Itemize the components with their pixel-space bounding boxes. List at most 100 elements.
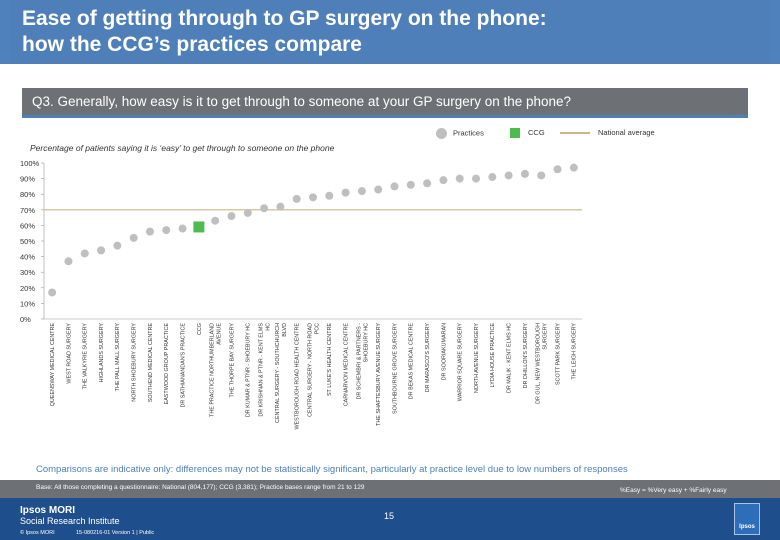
category-label: ST LUKE'S HEALTH CENTRE (327, 323, 333, 396)
ipsos-logo: Ipsos MORI Social Research Institute (20, 505, 120, 527)
practice-point (488, 173, 497, 182)
category-label: WESTBOROUGH ROAD HEALTH CENTRE (295, 323, 301, 430)
scatter-chart: 0% 10% 20% 30% 40% 50% 60% 70% 80% 90% 100% QUEENSW… (20, 159, 582, 430)
category-label: CCG (197, 323, 203, 335)
legend-practices: Practices (436, 128, 484, 139)
category-label: EASTWOOD GROUP PRACTICE (164, 323, 170, 405)
base-note: Base: All those completing a questionnai… (36, 484, 365, 491)
practice-point (357, 187, 366, 196)
category-label: NORTH SHOEBURY SURGERY (132, 323, 138, 402)
y-tick-label: 100% (20, 159, 40, 168)
y-tick-label: 70% (20, 206, 35, 215)
category-label: CARNARVON MEDICAL CENTRE (343, 323, 349, 407)
page-number: 15 (384, 511, 395, 521)
practice-point (325, 191, 334, 200)
practice-point (439, 176, 448, 185)
y-tick-label: 30% (20, 268, 35, 277)
practice-point (341, 188, 350, 197)
logo-line-2: Social Research Institute (20, 516, 120, 526)
question-text: Q3. Generally, how easy is it to get thr… (32, 94, 572, 109)
category-label: DR KUMAR & PTNR - SHOEBURY HC (246, 323, 252, 417)
practice-point (472, 174, 481, 183)
category-label: THE SHAFTESBURY AVENUE SURGERY (376, 323, 382, 426)
practice-point (455, 174, 464, 183)
ccg-point (193, 221, 205, 233)
category-label: THE PRACTICE NORTHUMBERLAND (210, 323, 216, 417)
y-tick-label: 10% (20, 299, 35, 308)
title-line-2: how the CCG’s practices compare (22, 33, 362, 56)
practice-point (211, 216, 220, 225)
category-label: LYDIA HOUSE PRACTICE (490, 323, 496, 388)
practice-point (374, 185, 383, 194)
practice-point (145, 227, 154, 236)
category-label: NORTH AVENUE SURGERY (474, 323, 480, 393)
y-tick-label: 60% (20, 221, 35, 230)
version-label: 15-080216-01 Version 1 | Public (76, 530, 155, 536)
legend-ccg-marker (510, 128, 520, 139)
category-label: HC (265, 323, 271, 331)
practice-point (48, 288, 57, 297)
category-label: SOUTHBOURNE GROVE SURGERY (392, 323, 398, 414)
practice-point (406, 180, 415, 189)
category-label: DR SOORIAKUMARAN (441, 323, 447, 380)
practice-point (97, 246, 106, 255)
category-label: DR KRISHNAN & PTNR - KENT ELMS (258, 323, 264, 417)
category-label: THE THORPE BAY SURGERY (229, 323, 235, 398)
category-label: DR MARASCO'S SURGERY (425, 323, 431, 393)
practice-point (520, 169, 529, 178)
category-label: THE PALL MALL SURGERY (115, 323, 121, 392)
category-label: SURGERY (543, 323, 549, 350)
practice-point (260, 204, 269, 213)
y-tick-label: 40% (20, 253, 35, 262)
ipsos-badge: Ipsos (734, 503, 760, 535)
category-label: DR DHILLON'S SURGERY (523, 323, 529, 389)
practice-point (292, 194, 301, 203)
practice-point (162, 226, 171, 235)
category-label: THE LEIGH SURGERY (572, 323, 578, 380)
category-label: BLVD (282, 323, 288, 337)
category-label: DR SATHIANANDAN'S PRACTICE (180, 323, 186, 408)
copyright: © Ipsos MORI (20, 530, 55, 536)
legend-national-label: National average (598, 128, 655, 137)
legend-national-marker (560, 132, 590, 135)
y-tick-label: 0% (20, 315, 31, 324)
category-label: CENTRAL SURGERY - SOUTHCHURCH (275, 323, 281, 423)
category-label: WARRIOR SQUARE SURGERY (458, 323, 464, 402)
practice-point (423, 179, 432, 188)
category-label: DR GUL, NEW WESTBOROUGH (536, 323, 542, 404)
practice-point (113, 241, 122, 250)
practice-point (390, 182, 399, 191)
base-bar (0, 480, 780, 498)
chart-title: Percentage of patients saying it is ‘eas… (30, 143, 335, 153)
category-label: DR BEKAS MEDICAL CENTRE (409, 323, 415, 400)
practice-point (243, 208, 252, 217)
y-tick-label: 20% (20, 284, 35, 293)
y-tick-label: 90% (20, 175, 35, 184)
practice-point (309, 193, 317, 202)
easy-definition: %Easy = %Very easy + %Fairly easy (620, 487, 727, 494)
legend-practices-marker (436, 128, 447, 139)
footer (0, 498, 780, 540)
title-box (10, 0, 770, 64)
logo-line-1: Ipsos MORI (20, 505, 76, 516)
caveat-note: Comparisons are indicative only: differe… (36, 464, 628, 475)
page-title: Ease of getting through to GP surgery on… (22, 6, 547, 58)
category-label: SCOTT PARK SURGERY (555, 323, 561, 385)
question-bar: Q3. Generally, how easy is it to get thr… (22, 88, 748, 118)
practice-point (64, 257, 73, 266)
y-tick-label: 80% (20, 190, 35, 199)
practice-point (569, 163, 578, 172)
category-label: DR MALIK - KENT ELMS HC (507, 323, 513, 393)
practice-point (276, 202, 285, 211)
category-label: SHOEBURY HC (363, 323, 369, 362)
category-label: PCC (314, 323, 320, 334)
legend-practices-label: Practices (453, 128, 484, 138)
legend-ccg: CCG (510, 128, 545, 139)
category-label: CENTRAL SURGERY - NORTH ROAD (307, 323, 313, 417)
y-tick-label: 50% (20, 237, 35, 246)
category-label: AVENUE (217, 323, 223, 345)
legend-ccg-label: CCG (528, 128, 545, 137)
practice-point (129, 233, 138, 242)
practice-point (504, 171, 513, 180)
category-label: WEST ROAD SURGERY (66, 323, 72, 384)
